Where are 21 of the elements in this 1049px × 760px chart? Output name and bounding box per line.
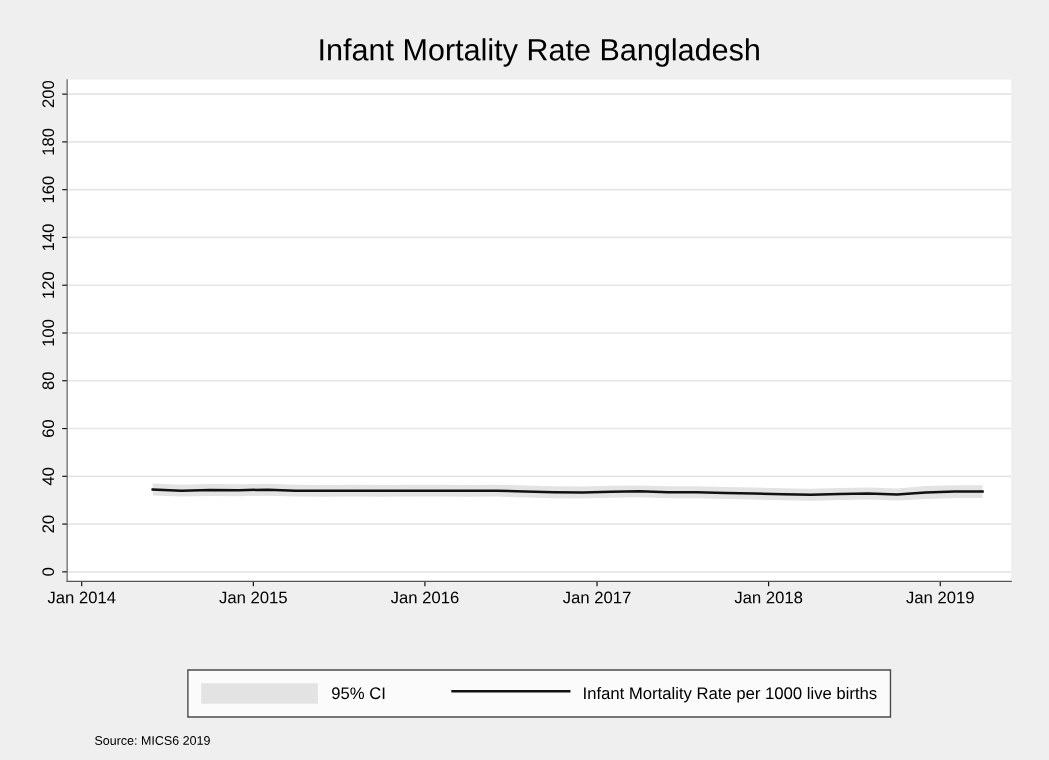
x-tick-label: Jan 2016 (390, 591, 459, 604)
x-tick-label: Jan 2014 (47, 591, 116, 604)
y-tick-label: 200 (42, 80, 55, 108)
y-tick-label: 100 (42, 319, 55, 346)
chart-title: Infant Mortality Rate Bangladesh (320, 38, 759, 67)
y-tick-label: 20 (42, 515, 55, 533)
y-tick-label: 60 (42, 419, 55, 437)
y-tick-label: 120 (42, 271, 55, 298)
y-tick-label: 80 (42, 372, 55, 390)
x-tick-label: Jan 2015 (219, 591, 287, 604)
y-tick-label: 40 (42, 467, 55, 486)
y-tick-label: 160 (42, 176, 55, 203)
y-tick-label: 140 (42, 224, 55, 251)
y-tick-label: 0 (42, 567, 55, 576)
y-tick-label: 180 (42, 128, 55, 155)
x-tick-label: Jan 2019 (906, 591, 974, 604)
source-note: Source: MICS6 2019 (94, 736, 210, 745)
x-tick-label: Jan 2018 (734, 591, 803, 604)
text: Infant Mortality Rate per 1000 live births (584, 686, 877, 703)
x-tick-label: Jan 2017 (562, 591, 631, 604)
text: 95% CI (332, 687, 385, 700)
